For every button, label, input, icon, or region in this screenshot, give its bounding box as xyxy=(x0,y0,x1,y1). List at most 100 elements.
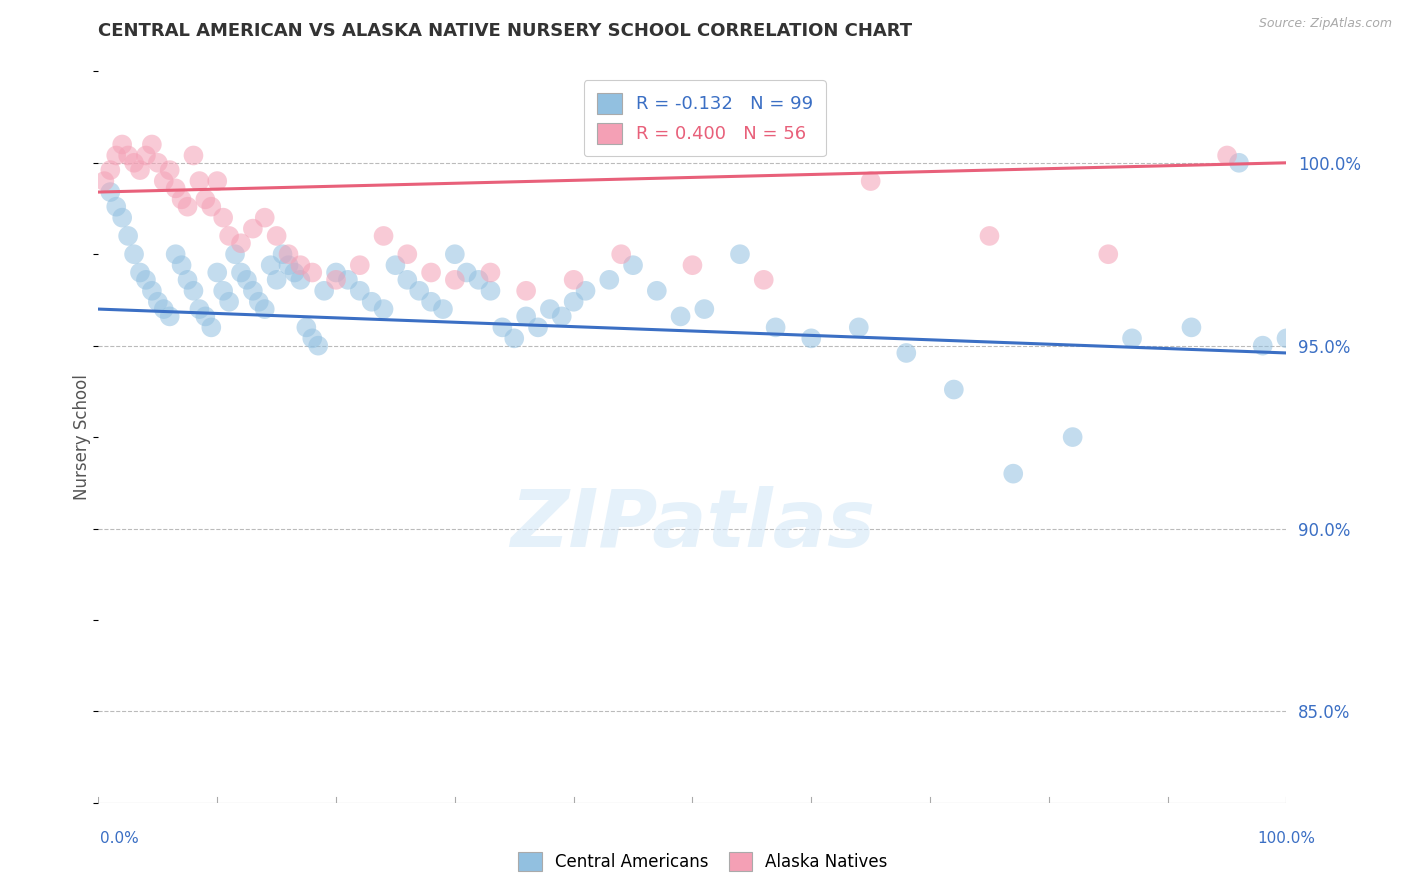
Point xyxy=(229,265,252,279)
Point xyxy=(105,200,128,214)
Point xyxy=(325,265,347,279)
Point xyxy=(98,163,121,178)
Point xyxy=(859,174,882,188)
Point xyxy=(669,310,692,324)
Point xyxy=(1275,331,1298,345)
Point xyxy=(122,247,145,261)
Point xyxy=(122,155,145,169)
Point xyxy=(360,294,382,309)
Point xyxy=(621,258,644,272)
Point xyxy=(212,284,235,298)
Point xyxy=(336,273,359,287)
Point xyxy=(1097,247,1119,261)
Point xyxy=(111,211,134,225)
Text: CENTRAL AMERICAN VS ALASKA NATIVE NURSERY SCHOOL CORRELATION CHART: CENTRAL AMERICAN VS ALASKA NATIVE NURSER… xyxy=(98,21,912,39)
Point xyxy=(848,320,870,334)
Point xyxy=(188,174,211,188)
Point xyxy=(290,258,312,272)
Point xyxy=(349,258,371,272)
Point xyxy=(129,163,152,178)
Point xyxy=(93,174,115,188)
Point xyxy=(165,181,187,195)
Point xyxy=(152,174,174,188)
Legend: R = -0.132   N = 99, R = 0.400   N = 56: R = -0.132 N = 99, R = 0.400 N = 56 xyxy=(583,80,825,156)
Point xyxy=(384,258,406,272)
Point xyxy=(277,258,299,272)
Point xyxy=(562,273,585,287)
Point xyxy=(562,294,585,309)
Point xyxy=(135,148,157,162)
Point xyxy=(896,346,918,360)
Point xyxy=(205,265,228,279)
Point xyxy=(176,273,198,287)
Point xyxy=(135,273,157,287)
Point xyxy=(979,228,1001,243)
Point xyxy=(1121,331,1143,345)
Point xyxy=(260,258,283,272)
Point xyxy=(681,258,703,272)
Point xyxy=(111,137,134,152)
Point xyxy=(456,265,478,279)
Point xyxy=(224,247,246,261)
Point xyxy=(290,273,312,287)
Point xyxy=(420,294,443,309)
Point xyxy=(271,247,294,261)
Point xyxy=(301,331,323,345)
Point xyxy=(242,284,264,298)
Point xyxy=(194,193,217,207)
Point xyxy=(752,273,775,287)
Point xyxy=(266,273,288,287)
Point xyxy=(538,301,561,317)
Point xyxy=(432,301,454,317)
Point xyxy=(165,247,187,261)
Point xyxy=(693,301,716,317)
Point xyxy=(1180,320,1202,334)
Point xyxy=(765,320,787,334)
Text: ZIPatlas: ZIPatlas xyxy=(510,486,875,564)
Text: 100.0%: 100.0% xyxy=(1257,831,1316,846)
Point xyxy=(800,331,823,345)
Point xyxy=(152,301,174,317)
Point xyxy=(610,247,633,261)
Point xyxy=(467,273,489,287)
Point xyxy=(527,320,550,334)
Point xyxy=(301,265,323,279)
Point xyxy=(408,284,430,298)
Point xyxy=(253,301,276,317)
Point xyxy=(266,228,288,243)
Text: Source: ZipAtlas.com: Source: ZipAtlas.com xyxy=(1258,17,1392,29)
Point xyxy=(218,294,240,309)
Point xyxy=(170,258,193,272)
Point xyxy=(146,294,169,309)
Point xyxy=(146,155,169,169)
Point xyxy=(159,310,181,324)
Point xyxy=(349,284,371,298)
Point xyxy=(200,320,222,334)
Point xyxy=(141,137,163,152)
Point xyxy=(598,273,620,287)
Point xyxy=(1227,155,1250,169)
Point xyxy=(194,310,217,324)
Point xyxy=(200,200,222,214)
Point xyxy=(645,284,668,298)
Point xyxy=(188,301,211,317)
Point xyxy=(728,247,751,261)
Point xyxy=(314,284,336,298)
Point xyxy=(373,228,395,243)
Point xyxy=(1216,148,1239,162)
Point xyxy=(396,273,419,287)
Point xyxy=(444,273,467,287)
Point xyxy=(503,331,526,345)
Point xyxy=(229,236,252,251)
Point xyxy=(1251,339,1274,353)
Point xyxy=(283,265,305,279)
Point xyxy=(141,284,163,298)
Point xyxy=(218,228,240,243)
Point xyxy=(236,273,259,287)
Point xyxy=(491,320,513,334)
Point xyxy=(515,284,537,298)
Point xyxy=(129,265,152,279)
Point xyxy=(444,247,467,261)
Point xyxy=(307,339,329,353)
Y-axis label: Nursery School: Nursery School xyxy=(73,374,91,500)
